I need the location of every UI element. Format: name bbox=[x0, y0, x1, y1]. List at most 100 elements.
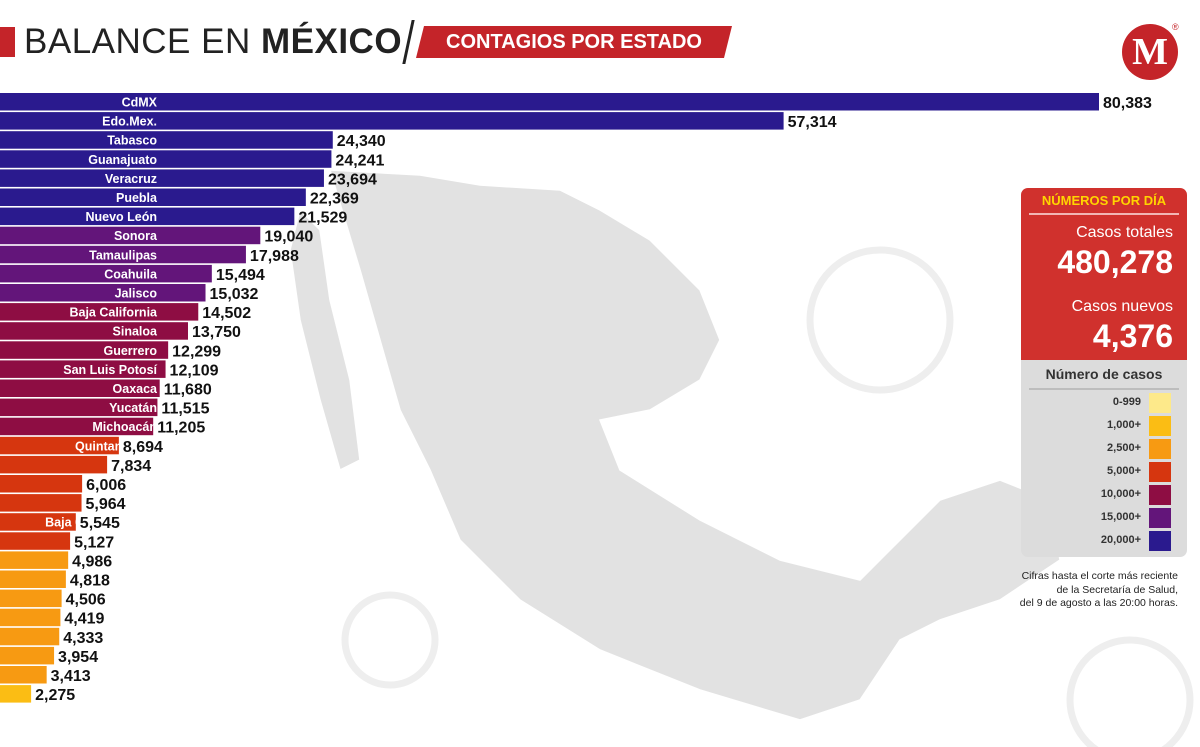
value-label: 11,680 bbox=[164, 382, 212, 399]
legend-item: 1,000+ bbox=[1021, 415, 1187, 437]
category-label: Oaxaca bbox=[113, 382, 159, 396]
category-label: Puebla bbox=[116, 191, 158, 205]
title-light: BALANCE EN bbox=[24, 22, 261, 61]
category-label: Zacatecas bbox=[97, 669, 158, 683]
bar bbox=[0, 284, 206, 302]
bar bbox=[0, 360, 166, 378]
legend-label: 2,500+ bbox=[1107, 442, 1141, 454]
category-label: CdMX bbox=[122, 96, 158, 110]
value-label: 15,032 bbox=[210, 286, 259, 303]
category-label: Chiapas bbox=[108, 497, 157, 511]
bar bbox=[0, 436, 119, 455]
bar bbox=[0, 570, 66, 588]
legend-item: 2,500+ bbox=[1021, 438, 1187, 460]
category-label: Yucatán bbox=[109, 401, 157, 415]
legend-label: 5,000+ bbox=[1107, 465, 1141, 477]
title-bold: MÉXICO bbox=[260, 22, 403, 61]
bar bbox=[0, 322, 188, 340]
milenio-logo: M bbox=[1122, 24, 1178, 80]
category-label: Sinaloa bbox=[113, 325, 159, 339]
bar bbox=[0, 93, 1099, 111]
value-label: 4,333 bbox=[63, 630, 103, 647]
bar bbox=[0, 646, 55, 665]
bar bbox=[0, 627, 60, 646]
total-cases-label: Casos totales bbox=[1076, 224, 1173, 241]
value-label: 24,340 bbox=[337, 133, 386, 150]
category-label: Sonora bbox=[114, 229, 158, 243]
value-label: 19,040 bbox=[264, 229, 313, 246]
virus-decoration bbox=[806, 246, 954, 394]
source-note: Cifras hasta el corte más reciente de la… bbox=[938, 570, 1178, 611]
bar bbox=[0, 398, 158, 417]
bar bbox=[0, 226, 261, 245]
category-label: Veracruz bbox=[105, 172, 157, 186]
value-label: 80,383 bbox=[1103, 95, 1152, 112]
legend-item: 10,000+ bbox=[1021, 484, 1187, 506]
registered-mark: ® bbox=[1172, 22, 1179, 32]
source-note-line: de la Secretaría de Salud, bbox=[1056, 583, 1178, 596]
bar bbox=[0, 666, 47, 684]
bar bbox=[0, 341, 169, 359]
value-label: 2,275 bbox=[35, 687, 75, 704]
category-label: Nuevo León bbox=[85, 210, 157, 224]
category-label: Nayarit bbox=[115, 649, 158, 663]
legend-swatch bbox=[1149, 416, 1171, 436]
total-cases-value: 480,278 bbox=[1057, 244, 1173, 280]
new-cases-label: Casos nuevos bbox=[1071, 298, 1173, 315]
value-label: 5,127 bbox=[74, 534, 114, 551]
value-label: 14,502 bbox=[202, 305, 251, 322]
legend-label: 0-999 bbox=[1112, 396, 1141, 408]
bar bbox=[0, 264, 212, 283]
legend-item: 0-999 bbox=[1021, 392, 1187, 414]
value-label: 17,988 bbox=[250, 248, 299, 265]
panel-heading: NÚMEROS POR DÍA bbox=[1041, 193, 1167, 208]
bar bbox=[0, 455, 108, 474]
category-label: Hidalgo bbox=[111, 458, 157, 472]
category-label: Morelos bbox=[109, 611, 157, 625]
category-label: Coahuila bbox=[104, 267, 158, 281]
value-label: 3,413 bbox=[51, 668, 91, 685]
source-note-line: del 9 de agosto a las 20:00 horas. bbox=[1019, 597, 1178, 609]
value-label: 11,205 bbox=[157, 420, 205, 437]
value-label: 12,109 bbox=[170, 362, 219, 379]
daily-numbers-panel: NÚMEROS POR DÍA Casos totales 480,278 Ca… bbox=[1021, 188, 1187, 360]
legend-item: 5,000+ bbox=[1021, 461, 1187, 483]
value-label: 21,529 bbox=[298, 210, 347, 227]
source-note-line: Cifras hasta el corte más reciente bbox=[1021, 570, 1178, 582]
legend-label: 10,000+ bbox=[1100, 488, 1141, 500]
mexico-map-shape bbox=[328, 169, 1061, 721]
value-label: 4,506 bbox=[66, 592, 106, 609]
category-label: Aguascalientes bbox=[65, 592, 157, 606]
category-label: Tamaulipas bbox=[89, 248, 157, 262]
value-label: 4,818 bbox=[70, 573, 110, 590]
bar bbox=[0, 494, 82, 512]
header: BALANCE EN MÉXICO CONTAGIOS POR ESTADO M… bbox=[0, 0, 1200, 80]
bar bbox=[0, 150, 332, 168]
value-label: 11,515 bbox=[161, 401, 209, 418]
value-label: 5,964 bbox=[86, 496, 126, 513]
category-label: Quintana Roo bbox=[75, 439, 157, 453]
bar bbox=[0, 245, 246, 264]
virus-decoration bbox=[1066, 636, 1194, 747]
legend-swatch bbox=[1149, 508, 1171, 528]
bar bbox=[0, 551, 69, 569]
bar bbox=[0, 169, 324, 187]
category-label: Campeche bbox=[94, 554, 157, 568]
value-label: 7,834 bbox=[111, 458, 151, 475]
bar bbox=[0, 685, 32, 703]
category-label: Jalisco bbox=[115, 287, 158, 301]
baja-shape bbox=[289, 208, 361, 472]
virus-decoration bbox=[341, 591, 439, 689]
legend-divider bbox=[1029, 388, 1179, 390]
category-label: Guerrero bbox=[104, 344, 158, 358]
value-label: 4,419 bbox=[64, 611, 104, 628]
bar bbox=[0, 417, 154, 436]
category-label: Baja California Sur bbox=[45, 516, 157, 530]
panel-divider bbox=[1029, 213, 1179, 215]
value-label: 23,694 bbox=[328, 171, 377, 188]
bar bbox=[0, 207, 295, 226]
value-label: 12,299 bbox=[172, 343, 221, 360]
category-label: Edo.Mex. bbox=[102, 115, 157, 129]
bar bbox=[0, 608, 61, 627]
